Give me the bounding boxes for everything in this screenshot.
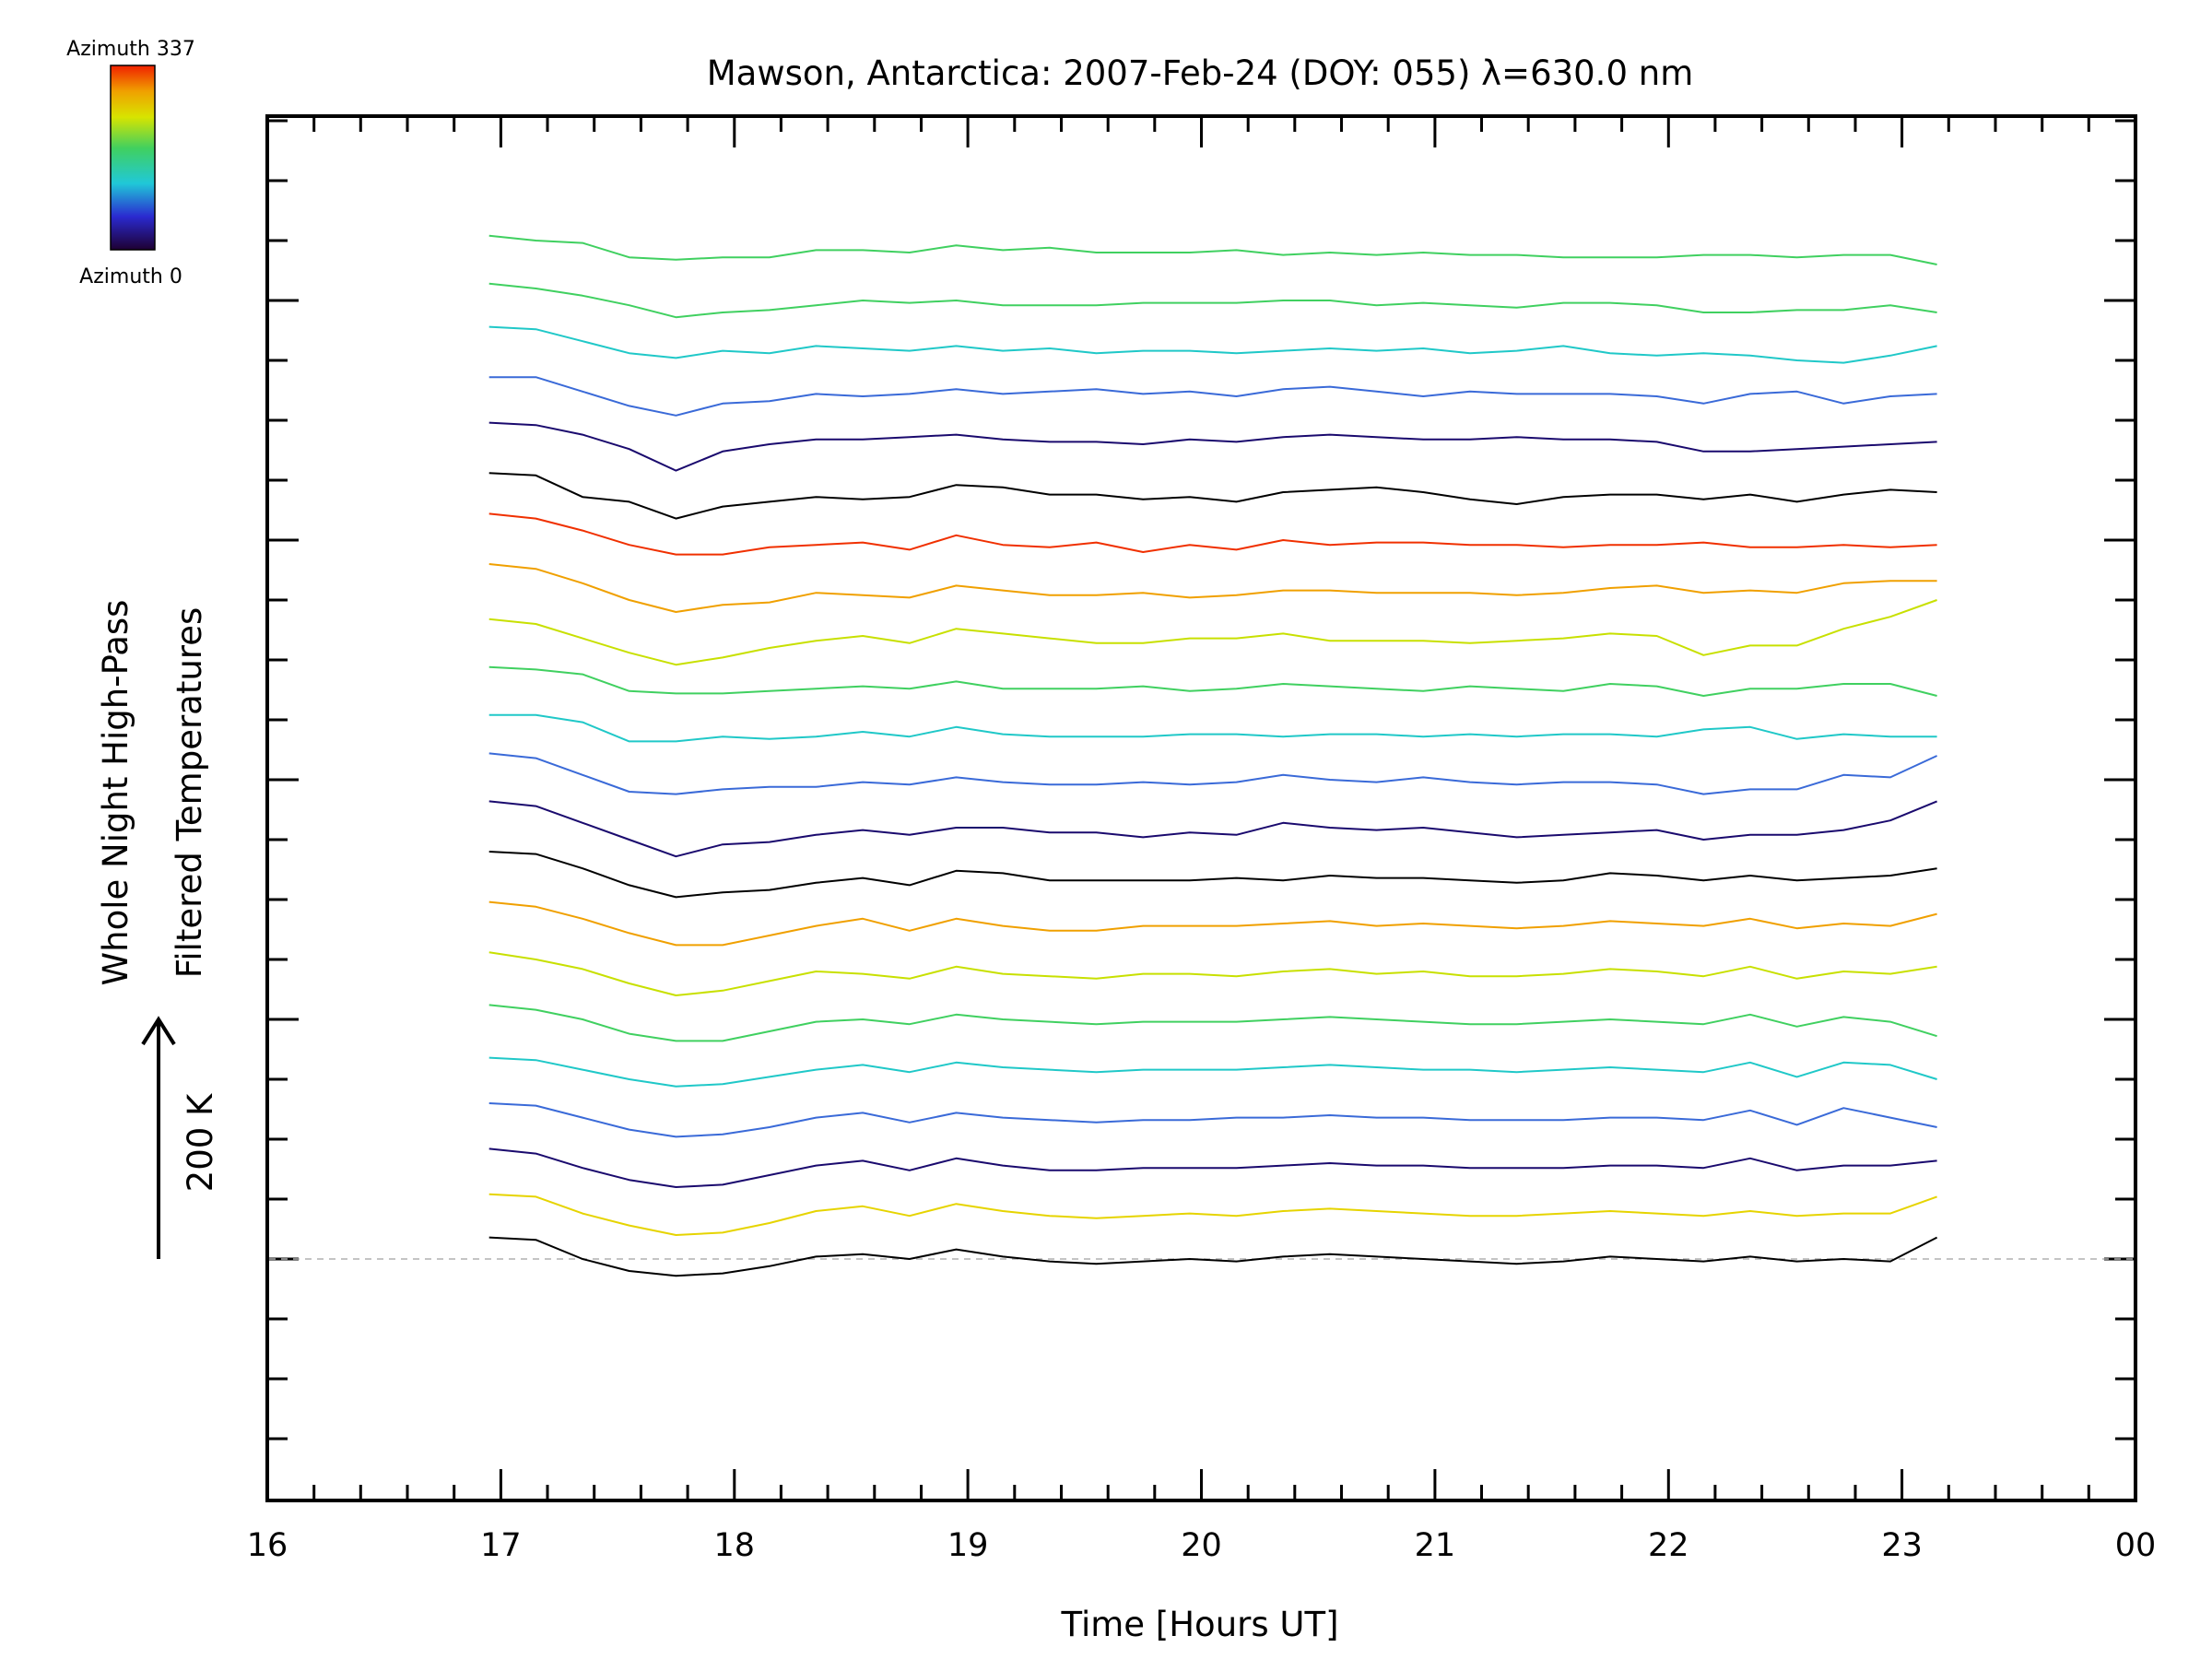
series-line-azimuth-70 — [488, 325, 1937, 364]
series-line-azimuth-323 — [488, 1193, 1937, 1236]
series-line-azimuth-200 — [488, 563, 1937, 613]
series-line-azimuth-200 — [488, 900, 1937, 947]
x-tick-label: 17 — [480, 1527, 522, 1564]
x-tick-label: 22 — [1648, 1527, 1689, 1564]
series-line-azimuth-0 — [488, 472, 1937, 520]
series-line-azimuth-22 — [488, 1147, 1937, 1188]
series-line-azimuth-337 — [488, 512, 1937, 556]
y-axis-label-line1: Whole Night High-Pass — [96, 600, 135, 986]
colorbar-legend: Azimuth 337 Azimuth 0 — [66, 38, 195, 288]
series-line-azimuth-45 — [488, 1102, 1937, 1138]
x-tick-label: 00 — [2115, 1527, 2157, 1564]
colorbar-bottom-label: Azimuth 0 — [79, 265, 182, 288]
scale-bar: 200 K — [141, 1016, 220, 1259]
x-tick-label: 23 — [1881, 1527, 1923, 1564]
series-line-azimuth-22 — [488, 421, 1937, 472]
x-tick-label: 16 — [247, 1527, 288, 1564]
series-line-azimuth-45 — [488, 752, 1938, 795]
series-line-azimuth-100 — [488, 1004, 1937, 1042]
series-line-azimuth-0 — [488, 1236, 1938, 1277]
x-tick-label: 20 — [1181, 1527, 1222, 1564]
x-axis-label: Time [Hours UT] — [1060, 1605, 1338, 1644]
colorbar — [110, 65, 156, 251]
x-tick-label: 19 — [947, 1527, 989, 1564]
series-group — [488, 234, 1938, 1277]
series-line-azimuth-70 — [488, 1056, 1937, 1088]
y-axis-ticks — [267, 119, 2136, 1441]
series-line-azimuth-100 — [488, 665, 1937, 697]
x-tick-label: 18 — [714, 1527, 756, 1564]
scale-bar-label: 200 K — [181, 1092, 220, 1192]
series-line-azimuth-150 — [488, 599, 1937, 666]
series-line-azimuth-45 — [488, 376, 1937, 417]
series-line-azimuth-100 — [488, 282, 1937, 319]
plot-frame — [265, 114, 2137, 1502]
x-axis-tick-labels: 16 17 18 19 20 21 22 23 00 — [247, 1527, 2157, 1564]
series-line-azimuth-150 — [488, 951, 1937, 996]
chart-title: Mawson, Antarctica: 2007-Feb-24 (DOY: 05… — [707, 53, 1694, 93]
x-axis-ticks — [265, 116, 2137, 1500]
x-tick-label: 21 — [1415, 1527, 1456, 1564]
scale-bar-arrowhead — [141, 1016, 176, 1046]
colorbar-top-label: Azimuth 337 — [66, 38, 195, 61]
y-axis-label-line2: Filtered Temperatures — [170, 607, 209, 978]
series-line-azimuth-0 — [488, 851, 1937, 899]
series-line-azimuth-22 — [488, 800, 1937, 858]
series-line-azimuth-70 — [488, 713, 1937, 743]
series-line-azimuth-100 — [488, 234, 1937, 265]
